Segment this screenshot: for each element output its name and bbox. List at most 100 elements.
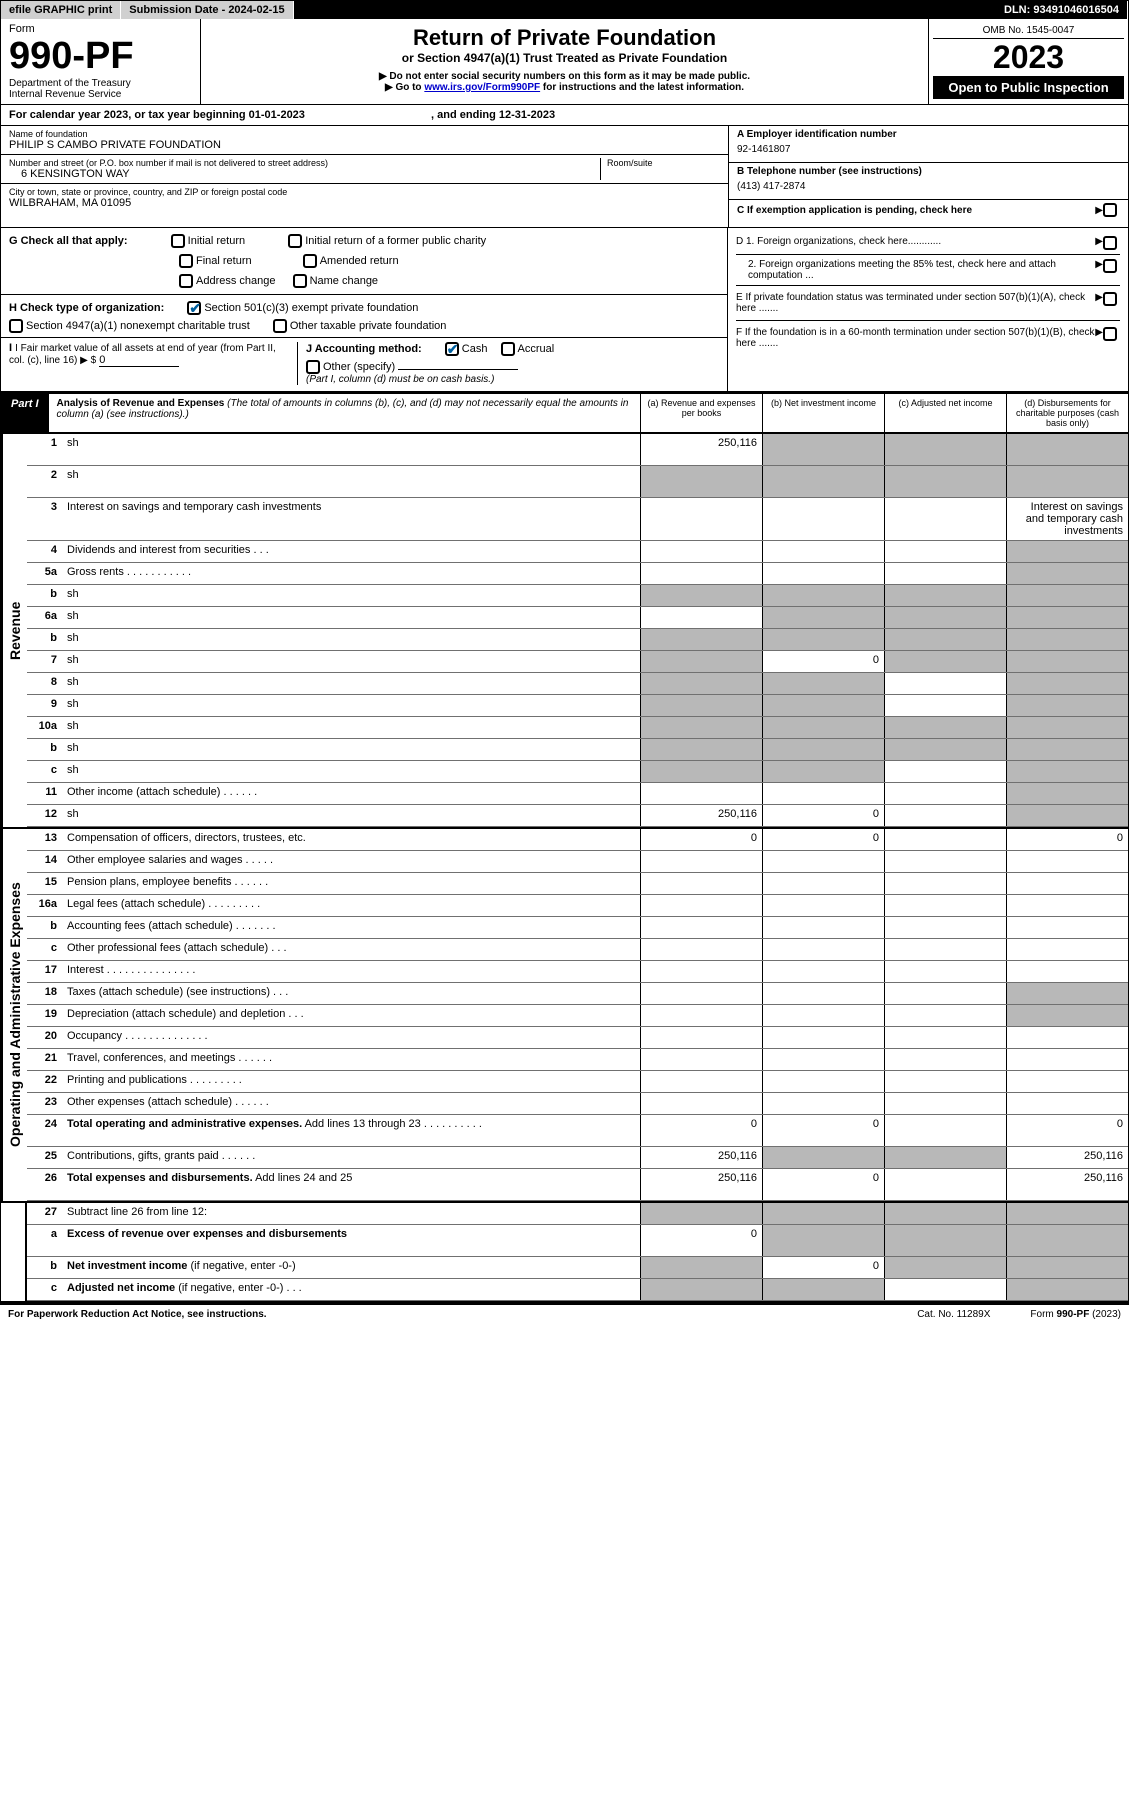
checks-right: D 1. Foreign organizations, check here..… (728, 228, 1128, 391)
j-note: (Part I, column (d) must be on cash basi… (306, 374, 719, 385)
i-value: 0 (99, 354, 179, 367)
j1-label: Cash (462, 343, 488, 355)
address-change-checkbox[interactable] (179, 274, 193, 288)
instr-2: ▶ Go to www.irs.gov/Form990PF for instru… (207, 82, 922, 93)
final-return-checkbox[interactable] (179, 254, 193, 268)
form-container: efile GRAPHIC print Submission Date - 20… (0, 0, 1129, 1304)
501c3-checkbox[interactable] (187, 301, 201, 315)
revenue-section: Revenue 1sh250,1162sh3Interest on saving… (1, 434, 1128, 827)
e-label: E If private foundation status was termi… (736, 292, 1095, 314)
f-checkbox[interactable] (1103, 327, 1117, 341)
table-row: bsh (27, 739, 1128, 761)
amended-return-checkbox[interactable] (303, 254, 317, 268)
other-taxable-checkbox[interactable] (273, 319, 287, 333)
form-title: Return of Private Foundation (207, 25, 922, 51)
expenses-rows: 13Compensation of officers, directors, t… (27, 829, 1128, 1201)
info-grid: Name of foundation PHILIP S CAMBO PRIVAT… (1, 126, 1128, 228)
table-row: bsh (27, 585, 1128, 607)
arrow-icon: ▶ (1095, 236, 1103, 250)
table-row: bAccounting fees (attach schedule) . . .… (27, 917, 1128, 939)
d2-checkbox[interactable] (1103, 259, 1117, 273)
table-row: 27Subtract line 26 from line 12: (27, 1203, 1128, 1225)
d1-checkbox[interactable] (1103, 236, 1117, 250)
phone-label: B Telephone number (see instructions) (737, 166, 1120, 177)
j2-label: Accrual (518, 343, 555, 355)
table-row: 5aGross rents . . . . . . . . . . . (27, 563, 1128, 585)
instr2-pre: ▶ Go to (385, 82, 424, 93)
expenses-side-label: Operating and Administrative Expenses (1, 829, 27, 1201)
footer: For Paperwork Reduction Act Notice, see … (0, 1304, 1129, 1324)
initial-former-checkbox[interactable] (288, 234, 302, 248)
table-row: bsh (27, 629, 1128, 651)
part1-tag: Part I (1, 394, 49, 432)
g3-label: Final return (196, 255, 252, 267)
g5-label: Address change (196, 275, 276, 287)
city-label: City or town, state or province, country… (9, 187, 720, 197)
header-row: Form 990-PF Department of the Treasury I… (1, 19, 1128, 105)
g4-label: Amended return (320, 255, 399, 267)
table-row: 16aLegal fees (attach schedule) . . . . … (27, 895, 1128, 917)
header-center: Return of Private Foundation or Section … (201, 19, 928, 104)
4947-checkbox[interactable] (9, 319, 23, 333)
h-label: H Check type of organization: (9, 302, 164, 314)
d2-label: 2. Foreign organizations meeting the 85%… (736, 259, 1095, 281)
tax-year: 2023 (933, 39, 1124, 76)
header-left: Form 990-PF Department of the Treasury I… (1, 19, 201, 104)
initial-return-checkbox[interactable] (171, 234, 185, 248)
table-row: 26Total expenses and disbursements. Add … (27, 1169, 1128, 1201)
table-row: aExcess of revenue over expenses and dis… (27, 1225, 1128, 1257)
room-label: Room/suite (607, 158, 720, 168)
footer-mid: Cat. No. 11289X (917, 1309, 990, 1320)
table-row: 14Other employee salaries and wages . . … (27, 851, 1128, 873)
g6-label: Name change (310, 275, 379, 287)
g2-label: Initial return of a former public charit… (305, 235, 486, 247)
irs-label: Internal Revenue Service (9, 89, 192, 100)
phone-cell: B Telephone number (see instructions) (4… (729, 163, 1128, 200)
cash-checkbox[interactable] (445, 342, 459, 356)
table-row: 15Pension plans, employee benefits . . .… (27, 873, 1128, 895)
j3-label: Other (specify) (323, 361, 395, 373)
e-checkbox[interactable] (1103, 292, 1117, 306)
name-label: Name of foundation (9, 129, 720, 139)
table-row: 8sh (27, 673, 1128, 695)
calendar-year-row: For calendar year 2023, or tax year begi… (1, 105, 1128, 126)
d1-label: D 1. Foreign organizations, check here..… (736, 236, 1095, 250)
cal-begin: For calendar year 2023, or tax year begi… (9, 109, 305, 121)
revenue-side-label: Revenue (1, 434, 27, 827)
table-row: cOther professional fees (attach schedul… (27, 939, 1128, 961)
checks-section: G Check all that apply: Initial return I… (1, 228, 1128, 392)
header-right: OMB No. 1545-0047 2023 Open to Public In… (928, 19, 1128, 104)
table-row: cAdjusted net income (if negative, enter… (27, 1279, 1128, 1301)
ein-cell: A Employer identification number 92-1461… (729, 126, 1128, 163)
submission-date: Submission Date - 2024-02-15 (121, 1, 293, 19)
table-row: 9sh (27, 695, 1128, 717)
table-row: csh (27, 761, 1128, 783)
info-right: A Employer identification number 92-1461… (728, 126, 1128, 227)
name-cell: Name of foundation PHILIP S CAMBO PRIVAT… (1, 126, 728, 155)
form-number: 990-PF (9, 35, 192, 78)
accrual-checkbox[interactable] (501, 342, 515, 356)
exemption-checkbox[interactable] (1103, 203, 1117, 217)
table-row: 13Compensation of officers, directors, t… (27, 829, 1128, 851)
name-change-checkbox[interactable] (293, 274, 307, 288)
efile-button[interactable]: efile GRAPHIC print (1, 1, 121, 19)
info-left: Name of foundation PHILIP S CAMBO PRIVAT… (1, 126, 728, 227)
exemption-cell: C If exemption application is pending, c… (729, 200, 1128, 227)
table-row: 1sh250,116 (27, 434, 1128, 466)
col-c-header: (c) Adjusted net income (884, 394, 1006, 432)
phone-value: (413) 417-2874 (737, 177, 1120, 196)
j-label: J Accounting method: (306, 343, 422, 355)
ein-label: A Employer identification number (737, 129, 1120, 140)
table-row: 19Depreciation (attach schedule) and dep… (27, 1005, 1128, 1027)
dept-label: Department of the Treasury (9, 78, 192, 89)
table-row: 6ash (27, 607, 1128, 629)
col-a-header: (a) Revenue and expenses per books (640, 394, 762, 432)
arrow-icon: ▶ (1095, 205, 1103, 216)
ein-value: 92-1461807 (737, 140, 1120, 159)
table-row: 18Taxes (attach schedule) (see instructi… (27, 983, 1128, 1005)
table-row: bNet investment income (if negative, ent… (27, 1257, 1128, 1279)
other-method-checkbox[interactable] (306, 360, 320, 374)
form990pf-link[interactable]: www.irs.gov/Form990PF (424, 82, 540, 93)
street-address: 6 KENSINGTON WAY (9, 168, 600, 180)
omb-number: OMB No. 1545-0047 (933, 23, 1124, 39)
